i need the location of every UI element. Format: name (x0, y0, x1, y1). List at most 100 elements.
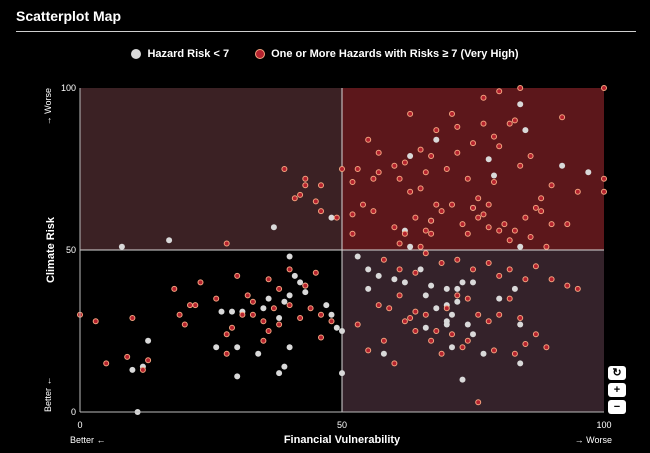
point-high-risk[interactable] (428, 217, 435, 224)
point-high-risk[interactable] (396, 175, 403, 182)
point-high-risk[interactable] (438, 350, 445, 357)
point-high-risk[interactable] (422, 311, 429, 318)
point-low-risk[interactable] (511, 285, 518, 292)
point-low-risk[interactable] (391, 276, 398, 283)
point-high-risk[interactable] (213, 295, 220, 302)
point-high-risk[interactable] (92, 318, 99, 325)
point-high-risk[interactable] (532, 331, 539, 338)
point-high-risk[interactable] (234, 272, 241, 279)
point-high-risk[interactable] (422, 250, 429, 257)
point-high-risk[interactable] (223, 350, 230, 357)
point-high-risk[interactable] (249, 311, 256, 318)
point-high-risk[interactable] (485, 318, 492, 325)
point-high-risk[interactable] (522, 214, 529, 221)
point-low-risk[interactable] (145, 337, 152, 344)
point-high-risk[interactable] (396, 240, 403, 247)
point-low-risk[interactable] (234, 344, 241, 351)
point-low-risk[interactable] (302, 289, 309, 296)
point-high-risk[interactable] (527, 234, 534, 240)
point-high-risk[interactable] (139, 366, 146, 373)
point-high-risk[interactable] (480, 94, 487, 101)
point-low-risk[interactable] (485, 156, 492, 163)
point-high-risk[interactable] (349, 230, 356, 237)
point-high-risk[interactable] (574, 188, 581, 195)
point-high-risk[interactable] (428, 153, 435, 159)
point-high-risk[interactable] (281, 166, 288, 172)
point-high-risk[interactable] (370, 175, 377, 182)
point-high-risk[interactable] (412, 214, 419, 221)
point-high-risk[interactable] (454, 123, 461, 130)
point-high-risk[interactable] (318, 208, 324, 215)
point-high-risk[interactable] (291, 195, 298, 202)
point-high-risk[interactable] (433, 328, 440, 334)
point-high-risk[interactable] (103, 360, 110, 367)
point-high-risk[interactable] (511, 350, 518, 357)
point-high-risk[interactable] (449, 201, 455, 208)
point-high-risk[interactable] (548, 182, 555, 189)
point-high-risk[interactable] (464, 295, 471, 302)
point-high-risk[interactable] (297, 191, 304, 198)
point-low-risk[interactable] (401, 279, 408, 286)
point-high-risk[interactable] (548, 221, 555, 228)
point-low-risk[interactable] (433, 136, 440, 143)
point-high-risk[interactable] (276, 321, 283, 328)
point-low-risk[interactable] (559, 162, 566, 169)
point-low-risk[interactable] (333, 324, 340, 331)
point-high-risk[interactable] (286, 266, 293, 273)
point-high-risk[interactable] (124, 353, 131, 360)
point-low-risk[interactable] (422, 324, 429, 331)
point-low-risk[interactable] (517, 321, 524, 328)
point-low-risk[interactable] (213, 344, 220, 351)
point-high-risk[interactable] (532, 263, 539, 270)
point-high-risk[interactable] (438, 208, 445, 215)
point-high-risk[interactable] (464, 337, 471, 344)
point-high-risk[interactable] (601, 85, 607, 91)
point-high-risk[interactable] (449, 110, 455, 117)
point-high-risk[interactable] (354, 166, 361, 172)
point-high-risk[interactable] (229, 324, 235, 331)
point-high-risk[interactable] (380, 256, 387, 263)
point-high-risk[interactable] (517, 315, 524, 321)
point-high-risk[interactable] (412, 328, 419, 334)
point-low-risk[interactable] (354, 253, 361, 260)
point-high-risk[interactable] (454, 149, 461, 156)
point-high-risk[interactable] (438, 260, 445, 266)
point-high-risk[interactable] (239, 311, 246, 318)
point-high-risk[interactable] (391, 224, 398, 231)
point-high-risk[interactable] (197, 279, 204, 286)
point-low-risk[interactable] (433, 305, 440, 312)
point-high-risk[interactable] (328, 318, 335, 325)
point-high-risk[interactable] (433, 201, 440, 208)
point-high-risk[interactable] (386, 305, 393, 312)
point-low-risk[interactable] (459, 376, 466, 383)
point-high-risk[interactable] (412, 308, 419, 315)
point-high-risk[interactable] (276, 285, 283, 292)
point-high-risk[interactable] (187, 302, 193, 309)
point-high-risk[interactable] (601, 188, 607, 195)
point-high-risk[interactable] (559, 114, 566, 121)
zoom-out-button[interactable]: − (608, 400, 626, 414)
point-high-risk[interactable] (454, 256, 461, 263)
point-high-risk[interactable] (538, 208, 545, 215)
point-high-risk[interactable] (511, 227, 518, 234)
point-low-risk[interactable] (328, 214, 335, 221)
point-high-risk[interactable] (412, 269, 419, 276)
reset-zoom-button[interactable]: ↻ (608, 366, 626, 380)
point-high-risk[interactable] (417, 146, 424, 153)
point-low-risk[interactable] (365, 266, 372, 273)
point-high-risk[interactable] (511, 117, 518, 124)
point-high-risk[interactable] (407, 315, 414, 321)
point-low-risk[interactable] (459, 279, 466, 286)
point-high-risk[interactable] (375, 169, 382, 176)
point-high-risk[interactable] (318, 182, 324, 189)
point-high-risk[interactable] (543, 344, 550, 351)
point-high-risk[interactable] (475, 399, 482, 406)
point-high-risk[interactable] (223, 331, 230, 338)
legend-item-high[interactable]: One or More Hazards with Risks ≥ 7 (Very… (255, 48, 519, 60)
point-high-risk[interactable] (286, 302, 293, 309)
point-high-risk[interactable] (349, 211, 356, 218)
point-high-risk[interactable] (485, 201, 492, 208)
point-high-risk[interactable] (349, 179, 356, 185)
point-low-risk[interactable] (496, 295, 503, 302)
point-high-risk[interactable] (417, 243, 424, 250)
